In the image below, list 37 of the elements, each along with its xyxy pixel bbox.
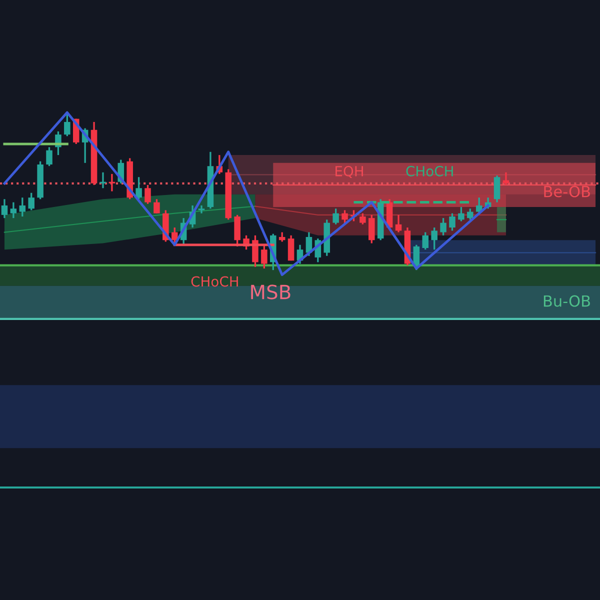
candlestick <box>502 172 510 186</box>
candlestick <box>342 209 348 226</box>
candlestick <box>431 226 438 250</box>
candlestick <box>108 173 116 192</box>
candlestick <box>422 231 429 250</box>
candlestick <box>234 214 240 248</box>
candlestick <box>413 244 420 271</box>
candlestick <box>440 217 446 236</box>
annotation: EQH <box>336 166 363 178</box>
candlestick <box>368 214 375 244</box>
candlestick <box>458 206 464 222</box>
candlestick <box>494 174 500 204</box>
candlestick <box>28 192 34 212</box>
candlestick <box>252 234 258 268</box>
candlestick <box>449 212 456 232</box>
candlestick <box>10 201 17 219</box>
candlestick <box>64 112 70 137</box>
candlestick <box>154 198 160 214</box>
candlestick <box>198 204 205 214</box>
candlestick <box>19 196 26 218</box>
series-label: Be-OB <box>544 186 590 198</box>
candlestick <box>1 198 8 219</box>
candlestick <box>360 212 366 226</box>
candlestick <box>395 214 402 234</box>
candlestick <box>136 176 142 200</box>
band-label: Bu-OB <box>544 295 590 307</box>
annotation: CHoCH <box>406 166 453 176</box>
candlestick <box>467 208 474 220</box>
text: MSB <box>251 284 290 300</box>
candlestick <box>288 234 294 262</box>
candlestick <box>261 244 268 270</box>
text: CHoCH <box>191 276 238 287</box>
candlestick <box>100 172 106 189</box>
candlestick <box>332 208 339 226</box>
candlestick <box>46 146 52 167</box>
candlestick <box>278 231 286 243</box>
candlestick <box>144 184 151 205</box>
